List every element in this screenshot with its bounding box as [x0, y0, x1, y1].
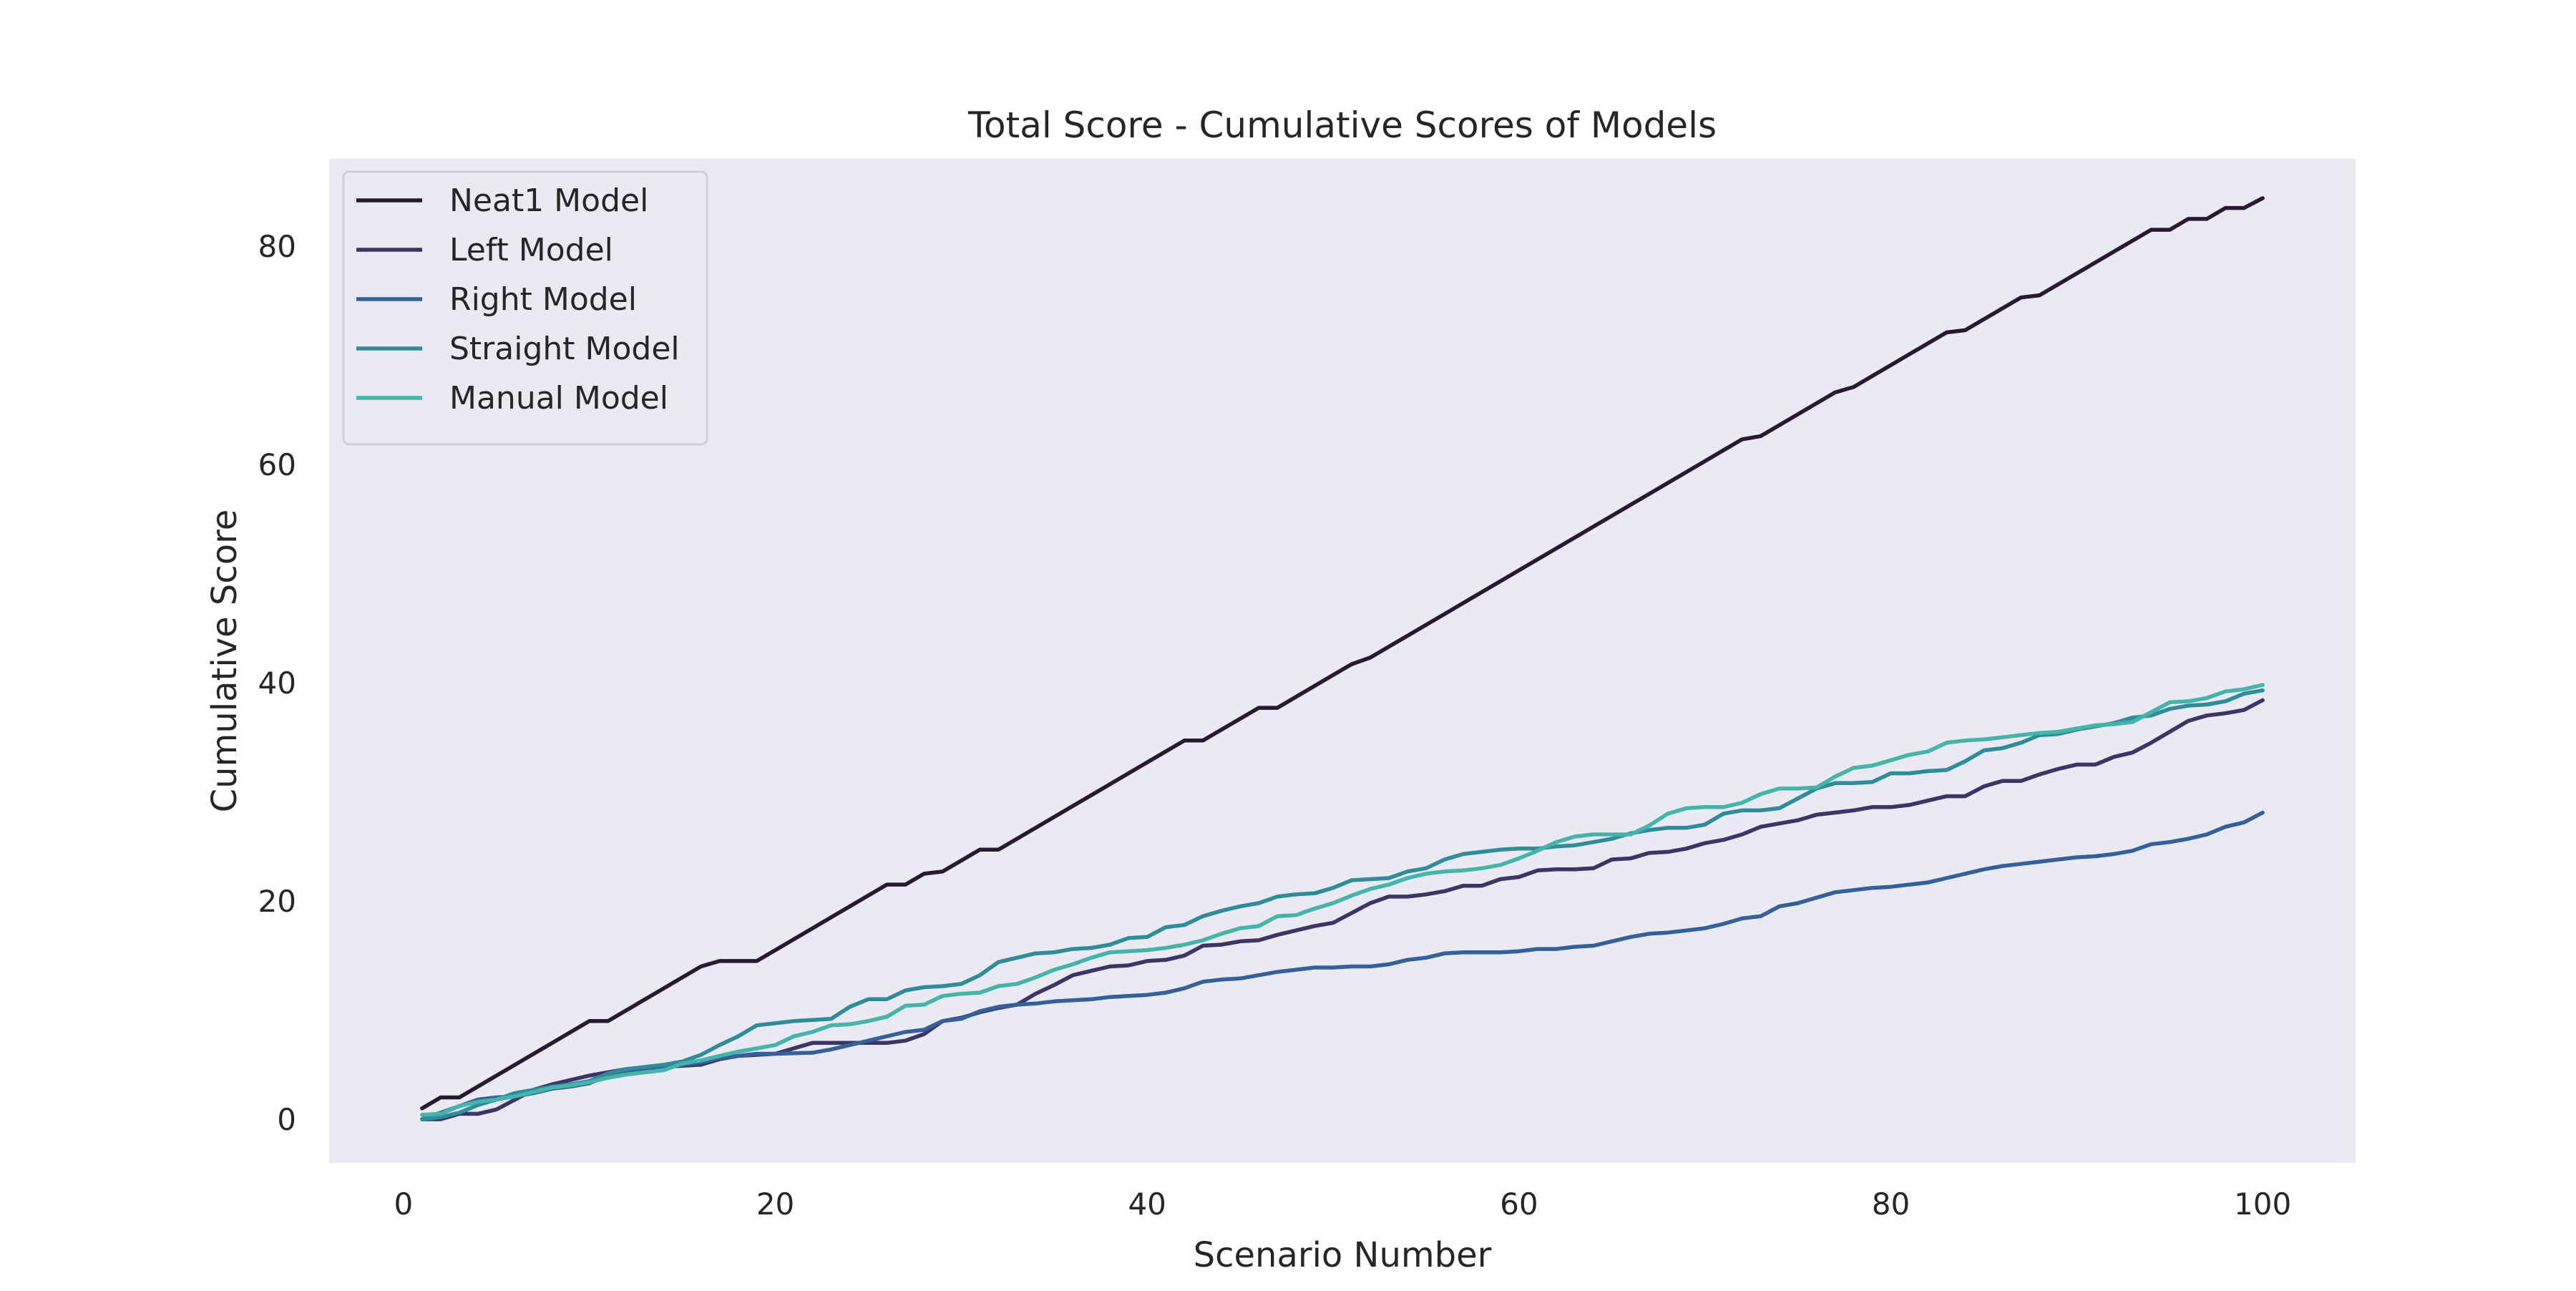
- legend-box: [342, 170, 708, 446]
- y-tick-label: 0: [277, 1102, 296, 1137]
- series-line-1: [420, 698, 2265, 1121]
- x-tick-label: 20: [756, 1187, 794, 1222]
- series-line-0: [420, 196, 2265, 1111]
- x-tick-label: 80: [1872, 1187, 1910, 1222]
- series-line-2: [420, 810, 2265, 1121]
- y-axis-label: Cumulative Score: [205, 510, 245, 813]
- legend-label-2: Right Model: [449, 281, 637, 318]
- x-tick-label: 0: [394, 1187, 414, 1222]
- series-line-3: [420, 688, 2265, 1121]
- y-tick-label: 60: [258, 447, 296, 482]
- x-tick-label: 40: [1128, 1187, 1166, 1222]
- x-axis-label: Scenario Number: [1194, 1235, 1492, 1275]
- y-tick-label: 20: [258, 884, 296, 919]
- chart-title: Total Score - Cumulative Scores of Model…: [967, 104, 1717, 146]
- legend-label-0: Neat1 Model: [449, 182, 648, 219]
- x-tick-label: 100: [2234, 1187, 2291, 1222]
- legend-label-1: Left Model: [449, 232, 613, 268]
- legend-label-3: Straight Model: [449, 331, 680, 367]
- legend: Neat1 Model Left Model Right Model Straight…: [342, 170, 708, 446]
- x-tick-label: 60: [1500, 1187, 1538, 1222]
- legend-label-4: Manual Model: [449, 380, 668, 416]
- y-tick-label: 80: [258, 229, 296, 264]
- y-tick-label: 40: [258, 666, 296, 701]
- series-line-4: [420, 683, 2265, 1117]
